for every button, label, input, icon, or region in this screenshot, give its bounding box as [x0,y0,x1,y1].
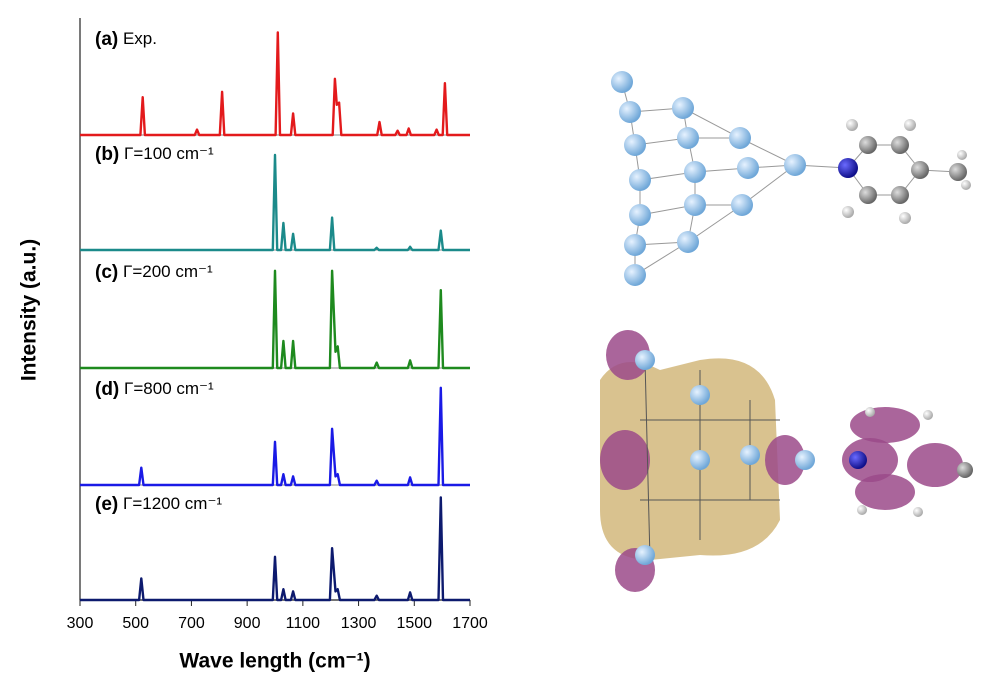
panel-label: (e) Γ=1200 cm⁻¹ [95,494,222,515]
series-name: Γ=800 cm⁻¹ [124,379,214,398]
series-name: Γ=100 cm⁻¹ [124,144,214,163]
x-tick-label: 1300 [341,615,377,632]
y-axis-title: Intensity (a.u.) [18,239,41,381]
spectrum-line [80,155,470,250]
panel-label: (c) Γ=200 cm⁻¹ [95,262,213,283]
spectrum-line [80,388,470,485]
series-name: Exp. [123,29,157,48]
x-tick-label: 700 [178,615,205,632]
panel-label: (b) Γ=100 cm⁻¹ [95,144,214,165]
panel-letter: (e) [95,494,118,515]
panel-letter: (c) [95,262,118,283]
series-name: Γ=200 cm⁻¹ [123,262,213,281]
panel-letter: (d) [95,379,119,400]
spectrum-line [80,271,470,368]
x-tick-label: 300 [67,615,94,632]
panel-label: (a) Exp. [95,29,157,50]
panel-label: (d) Γ=800 cm⁻¹ [95,379,214,400]
series-name: Γ=1200 cm⁻¹ [123,494,222,513]
x-tick-label: 1100 [286,615,321,632]
page: {"chart_data": {"type": "line", "x_label… [0,0,982,677]
x-tick-label: 900 [234,615,261,632]
x-axis-title: Wave length (cm⁻¹) [179,650,370,673]
x-tick-label: 1700 [452,615,488,632]
molecule-top [611,71,971,286]
panel-letter: (a) [95,29,118,50]
x-tick-label: 500 [122,615,149,632]
molecule-orbital [600,330,973,592]
x-tick-label: 1500 [396,615,432,632]
chart: Intensity (a.u.) Wave length (cm⁻¹) [0,0,982,677]
panel-letter: (b) [95,144,119,165]
